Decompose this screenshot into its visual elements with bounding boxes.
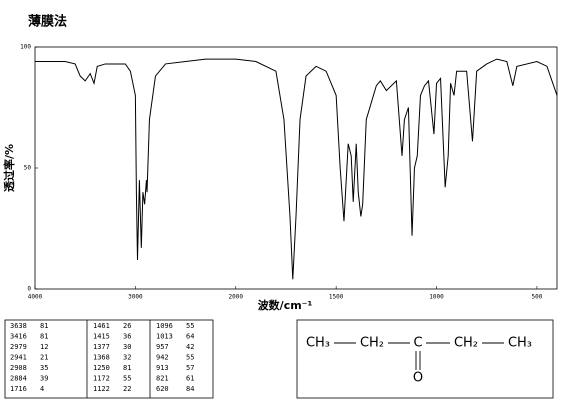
- table-cell: 4: [40, 385, 44, 393]
- y-tick-label: 50: [24, 165, 32, 172]
- table-cell: 1461: [93, 322, 110, 330]
- table-cell: 26: [123, 322, 131, 330]
- table-cell: 1013: [156, 333, 173, 341]
- table-cell: 1096: [156, 322, 173, 330]
- table-cell: 55: [186, 322, 194, 330]
- structure-box: [296, 319, 554, 399]
- table-cell: 942: [156, 354, 169, 362]
- table-cell: 81: [40, 333, 48, 341]
- table-cell: 1250: [93, 364, 110, 372]
- table-cell: 81: [40, 322, 48, 330]
- table-cell: 620: [156, 385, 169, 393]
- table-cell: 61: [186, 375, 194, 383]
- table-cell: 21: [40, 354, 48, 362]
- table-cell: 821: [156, 375, 169, 383]
- table-cell: 84: [186, 385, 194, 393]
- structure: CH₃ CH₂ C CH₂ CH₃ O: [306, 336, 532, 386]
- table-cell: 36: [123, 333, 131, 341]
- table-cell: 1368: [93, 354, 110, 362]
- table-cell: 57: [186, 364, 194, 372]
- formula-group: CH₃: [306, 336, 330, 351]
- y-axis-label: 透过率/%: [2, 144, 16, 192]
- table-cell: 957: [156, 343, 169, 351]
- table-cell: 12: [40, 343, 48, 351]
- table-cell: 30: [123, 343, 131, 351]
- y-tick-label: 100: [20, 44, 31, 51]
- formula-group: CH₂: [454, 336, 478, 351]
- x-axis-label: 波数/cm⁻¹: [258, 298, 313, 312]
- oxygen: O: [413, 371, 423, 386]
- table-cell: 913: [156, 364, 169, 372]
- chart-title: 薄膜法: [28, 14, 67, 30]
- table-cell: 64: [186, 333, 194, 341]
- table-cell: 2884: [10, 375, 27, 383]
- y-tick-label: 0: [27, 286, 31, 293]
- table-cell: 55: [123, 375, 131, 383]
- table-cell: 32: [123, 354, 131, 362]
- table-cell: 2941: [10, 354, 27, 362]
- table-cell: 3638: [10, 322, 27, 330]
- formula-group: CH₃: [508, 336, 532, 351]
- formula-group: CH₂: [360, 336, 384, 351]
- table-cell: 1122: [93, 385, 110, 393]
- x-tick-label: 500: [532, 294, 543, 301]
- x-tick-label: 4000: [28, 294, 43, 301]
- x-tick-label: 2000: [229, 294, 244, 301]
- table-cell: 81: [123, 364, 131, 372]
- formula-group: C: [413, 336, 422, 351]
- x-tick-label: 3000: [128, 294, 143, 301]
- table-cell: 42: [186, 343, 194, 351]
- x-tick-label: 1500: [329, 294, 344, 301]
- table-cell: 1716: [10, 385, 27, 393]
- spectrum-line: [35, 58, 558, 280]
- x-tick-label: 1000: [429, 294, 444, 301]
- table-cell: 2908: [10, 364, 27, 372]
- table-cell: 2979: [10, 343, 27, 351]
- table-cell: 1377: [93, 343, 110, 351]
- table-cell: 39: [40, 375, 48, 383]
- plot-frame: [34, 46, 558, 290]
- table-cell: 55: [186, 354, 194, 362]
- table-cell: 3416: [10, 333, 27, 341]
- peak-table-box: [4, 319, 214, 399]
- table-cell: 1415: [93, 333, 110, 341]
- table-cell: 35: [40, 364, 48, 372]
- table-cell: 1172: [93, 375, 110, 383]
- table-cell: 22: [123, 385, 131, 393]
